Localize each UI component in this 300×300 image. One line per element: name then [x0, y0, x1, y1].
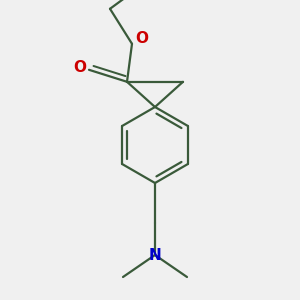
Text: O: O [136, 31, 148, 46]
Text: N: N [148, 248, 161, 262]
Text: O: O [74, 60, 86, 75]
